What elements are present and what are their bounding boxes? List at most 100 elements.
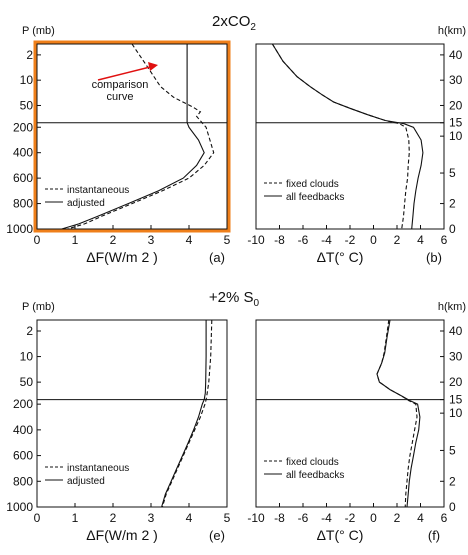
x-tick-label: 4: [417, 511, 424, 525]
h-tick-label: 5: [449, 166, 456, 180]
y-tick-label: 600: [13, 171, 33, 185]
x-tick-label: 1: [72, 233, 79, 247]
legend-label: adjusted: [67, 198, 105, 209]
x-tick-label: -8: [274, 233, 285, 247]
legend-label: instantaneous: [67, 463, 129, 474]
x-tick-label: 2: [394, 233, 401, 247]
right-axis-label: h(km): [438, 301, 466, 313]
series-line-instantaneous: [161, 319, 213, 508]
y-tick-label: 200: [13, 120, 33, 134]
legend-label: fixed clouds: [286, 457, 339, 468]
panel-frame: [36, 319, 228, 508]
h-tick-label: 2: [449, 197, 456, 211]
legend-label: all feedbacks: [286, 192, 344, 203]
h-tick-label: 5: [449, 443, 456, 457]
x-tick-label: 4: [417, 233, 424, 247]
right-axis-label: h(km): [438, 25, 466, 37]
h-tick-label: 0: [449, 222, 456, 236]
h-tick-label: 15: [449, 116, 463, 130]
panel-frame: [255, 43, 445, 230]
series-line-instantaneous: [67, 43, 215, 230]
legend-label: fixed clouds: [286, 179, 339, 190]
h-tick-label: 10: [449, 406, 463, 420]
y-tick-label: 1000: [6, 500, 33, 514]
h-tick-label: 30: [449, 73, 463, 87]
x-tick-label: -6: [298, 233, 309, 247]
h-tick-label: 20: [449, 98, 463, 112]
annotation-text: comparison: [92, 79, 149, 91]
x-tick-label: 2: [110, 511, 117, 525]
y-tick-label: 50: [20, 375, 34, 389]
panel-label: (e): [209, 528, 225, 543]
y-axis-label: P (mb): [22, 25, 55, 37]
x-tick-label: 2: [110, 233, 117, 247]
legend-label: instantaneous: [67, 185, 129, 196]
h-tick-label: 40: [449, 48, 463, 62]
h-tick-label: 40: [449, 324, 463, 338]
annotation-arrow-shaft: [97, 66, 151, 81]
section-title: +2% S0: [209, 289, 260, 309]
x-axis-label: ΔF(W/m 2 ): [86, 249, 158, 265]
y-tick-label: 1000: [6, 222, 33, 236]
x-tick-label: 1: [72, 511, 79, 525]
h-tick-label: 10: [449, 129, 463, 143]
annotation-arrow-head: [148, 62, 158, 71]
x-tick-label: 0: [34, 511, 41, 525]
y-tick-label: 600: [13, 449, 33, 463]
x-tick-label: 3: [148, 511, 155, 525]
panel-frame: [255, 319, 445, 508]
x-tick-label: -10: [247, 233, 265, 247]
h-tick-label: 15: [449, 393, 463, 407]
highlight-box: [33, 40, 231, 233]
y-tick-label: 2: [26, 48, 33, 62]
panel-label: (f): [428, 528, 440, 543]
x-tick-label: 5: [224, 233, 231, 247]
x-axis-label: ΔT(° C): [317, 527, 364, 543]
y-tick-label: 10: [20, 73, 34, 87]
x-tick-label: 6: [441, 233, 448, 247]
y-tick-label: 800: [13, 197, 33, 211]
series-line-fixed-clouds: [376, 319, 418, 508]
y-axis-label: P (mb): [22, 301, 55, 313]
x-tick-label: -2: [345, 233, 356, 247]
y-tick-label: 400: [13, 423, 33, 437]
x-tick-label: -6: [298, 511, 309, 525]
x-tick-label: 4: [186, 233, 193, 247]
x-tick-label: 0: [370, 233, 377, 247]
x-axis-label: ΔT(° C): [317, 249, 364, 265]
series-line-adjusted: [161, 320, 207, 508]
x-tick-label: -2: [345, 511, 356, 525]
series-line-all-feedbacks: [376, 319, 421, 508]
legend-label: all feedbacks: [286, 470, 344, 481]
y-tick-label: 800: [13, 474, 33, 488]
section-title: 2xCO2: [212, 13, 256, 33]
h-tick-label: 20: [449, 375, 463, 389]
x-tick-label: 3: [148, 233, 155, 247]
annotation-text: curve: [107, 91, 134, 103]
x-tick-label: -10: [247, 511, 265, 525]
series-line-all-feedbacks: [271, 43, 424, 230]
x-tick-label: 2: [394, 511, 401, 525]
y-tick-label: 2: [26, 324, 33, 338]
x-tick-label: -8: [274, 511, 285, 525]
h-tick-label: 2: [449, 474, 456, 488]
panel-label: (b): [426, 250, 442, 265]
legend-label: adjusted: [67, 476, 105, 487]
x-tick-label: 0: [34, 233, 41, 247]
h-tick-label: 0: [449, 500, 456, 514]
x-tick-label: -4: [321, 233, 332, 247]
x-axis-label: ΔF(W/m 2 ): [86, 527, 158, 543]
y-tick-label: 400: [13, 146, 33, 160]
x-tick-label: 4: [186, 511, 193, 525]
x-tick-label: -4: [321, 511, 332, 525]
y-tick-label: 50: [20, 98, 34, 112]
x-tick-label: 0: [370, 511, 377, 525]
y-tick-label: 200: [13, 397, 33, 411]
y-tick-label: 10: [20, 350, 34, 364]
x-tick-label: 5: [224, 511, 231, 525]
panel-label: (a): [209, 250, 225, 265]
h-tick-label: 30: [449, 350, 463, 364]
series-line-adjusted: [61, 44, 205, 230]
x-tick-label: 6: [441, 511, 448, 525]
